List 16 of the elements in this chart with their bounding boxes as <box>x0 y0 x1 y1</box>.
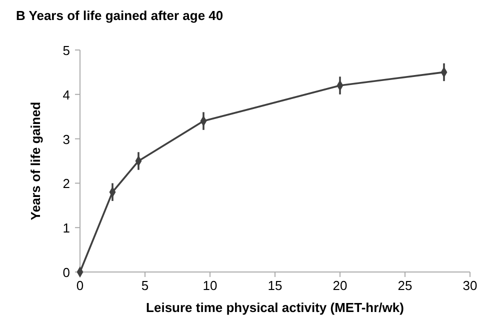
x-tick-label: 10 <box>202 278 218 293</box>
y-tick-label: 2 <box>62 176 70 192</box>
x-axis-title: Leisure time physical activity (MET-hr/wk) <box>146 300 404 315</box>
x-tick-label: 30 <box>462 278 478 293</box>
x-tick-label: 5 <box>141 278 149 293</box>
x-tick-label: 20 <box>332 278 348 293</box>
y-axis-title: Years of life gained <box>28 102 43 220</box>
y-tick-label: 0 <box>62 265 70 280</box>
y-tick-label: 4 <box>62 87 70 102</box>
y-tick-label: 1 <box>62 220 70 236</box>
x-tick-label: 0 <box>76 278 84 293</box>
x-tick-label: 15 <box>268 278 282 293</box>
chart-title: B Years of life gained after age 40 <box>16 8 224 23</box>
y-tick-label: 5 <box>62 43 70 58</box>
x-tick-label: 25 <box>398 278 412 293</box>
y-tick-label: 3 <box>62 132 70 147</box>
